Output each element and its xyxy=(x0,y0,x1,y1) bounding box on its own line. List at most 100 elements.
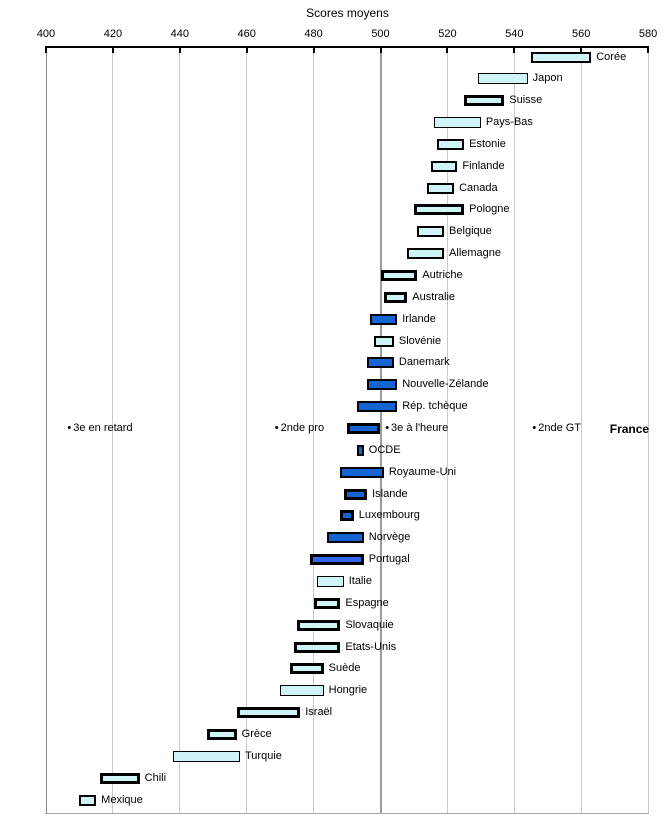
country-label-france: France xyxy=(609,421,650,436)
bar-hongrie xyxy=(280,685,324,697)
bar-norv-ge xyxy=(326,532,364,544)
country-label-ocde: OCDE xyxy=(368,443,401,456)
bar-luxembourg xyxy=(340,510,354,522)
bar-autriche xyxy=(380,270,418,282)
x-axis-tickmark xyxy=(379,48,382,53)
bar-royaume-uni xyxy=(340,466,384,478)
x-axis-tick-label: 540 xyxy=(505,28,524,40)
country-label-r-p-tch-que: Rép. tchèque xyxy=(402,400,468,413)
gridline-540 xyxy=(513,47,515,813)
x-axis-tick-label: 560 xyxy=(572,28,591,40)
x-axis-tick-label: 460 xyxy=(237,28,256,40)
gridline-440 xyxy=(179,47,181,813)
gridline-500 xyxy=(379,47,382,813)
bar-mexique xyxy=(79,794,97,806)
bullet-icon: • xyxy=(67,422,72,434)
bar-pologne xyxy=(413,204,465,216)
bar-slovaquie xyxy=(296,619,341,631)
country-label-pologne: Pologne xyxy=(469,203,510,216)
country-label-turquie: Turquie xyxy=(245,749,282,762)
bar-etats-unis xyxy=(293,641,341,653)
country-label-danemark: Danemark xyxy=(398,356,450,369)
country-label-nouvelle-z-lande: Nouvelle-Zélande xyxy=(402,378,489,391)
country-label-su-de: Suède xyxy=(328,662,361,675)
gridline-560 xyxy=(580,47,582,813)
country-label-royaume-uni: Royaume-Uni xyxy=(388,465,457,478)
x-axis-tickmark xyxy=(580,48,583,53)
country-label-slovaquie: Slovaquie xyxy=(345,618,394,631)
bar-suisse xyxy=(464,95,505,107)
country-label-mexique: Mexique xyxy=(101,793,143,806)
country-label-hongrie: Hongrie xyxy=(328,684,368,697)
gridline-420 xyxy=(112,47,114,813)
marker-2nde-pro: • 2nde pro xyxy=(275,423,324,434)
bar-espagne xyxy=(313,597,341,609)
bar-chili xyxy=(99,772,140,784)
marker-3e-l-heure: • 3e à l'heure xyxy=(385,423,448,434)
bar-estonie xyxy=(437,138,465,150)
bar-australie xyxy=(383,291,408,303)
marker-label: 2nde GT xyxy=(538,422,582,434)
x-axis-tickmark xyxy=(446,48,449,53)
country-label-finlande: Finlande xyxy=(462,159,505,172)
bullet-icon: • xyxy=(385,422,390,434)
x-axis-tick-label: 440 xyxy=(170,28,189,40)
bar-r-p-tch-que xyxy=(357,401,398,413)
country-label-pays-bas: Pays-Bas xyxy=(485,116,533,129)
country-label-slov-nie: Slovénie xyxy=(398,334,442,347)
bar-belgique xyxy=(417,226,445,238)
gridline-480 xyxy=(313,47,315,813)
gridline-400 xyxy=(45,47,47,813)
bar-france xyxy=(347,423,381,434)
country-label-australie: Australie xyxy=(412,290,456,303)
country-label-isra-l: Israël xyxy=(305,706,333,719)
country-label-estonie: Estonie xyxy=(469,137,506,150)
bar-danemark xyxy=(367,357,394,369)
x-axis-tick-label: 480 xyxy=(304,28,323,40)
country-label-italie: Italie xyxy=(348,574,372,587)
bullet-icon: • xyxy=(532,422,537,434)
x-axis-tickmark xyxy=(45,48,47,53)
marker-label: 3e à l'heure xyxy=(391,422,449,434)
country-label-etats-unis: Etats-Unis xyxy=(345,640,397,653)
country-label-suisse: Suisse xyxy=(509,94,543,107)
bar-su-de xyxy=(290,663,324,675)
bar-nouvelle-z-lande xyxy=(367,379,398,391)
bar-gr-ce xyxy=(206,728,237,740)
country-label-belgique: Belgique xyxy=(449,225,492,238)
bar-cor-e xyxy=(531,51,592,63)
bullet-icon: • xyxy=(274,422,279,434)
bar-finlande xyxy=(430,160,458,172)
x-axis-tickmark xyxy=(178,48,181,53)
x-axis-tickmark xyxy=(647,48,650,53)
country-label-norv-ge: Norvège xyxy=(368,531,411,544)
bar-canada xyxy=(427,182,455,194)
gridline-580 xyxy=(647,47,649,813)
x-axis-tickmark xyxy=(111,48,114,53)
bar-allemagne xyxy=(407,248,445,260)
bar-slov-nie xyxy=(373,335,394,347)
country-label-espagne: Espagne xyxy=(345,596,389,609)
x-axis-tick-label: 420 xyxy=(103,28,123,40)
marker-3e-en-retard: • 3e en retard xyxy=(67,423,132,434)
marker-label: 2nde pro xyxy=(280,422,325,434)
marker-2nde-gt: • 2nde GT xyxy=(532,423,581,434)
marker-label: 3e en retard xyxy=(73,422,133,434)
plot-bottom-border xyxy=(45,813,650,814)
bar-japon xyxy=(477,73,528,85)
bar-portugal xyxy=(310,554,364,566)
x-axis-tick-label: 400 xyxy=(36,28,56,40)
country-label-portugal: Portugal xyxy=(368,553,410,566)
country-label-gr-ce: Grèce xyxy=(241,727,272,740)
x-axis-tickmark xyxy=(312,48,315,53)
country-label-chili: Chili xyxy=(144,771,167,784)
bar-isra-l xyxy=(236,707,301,719)
x-axis-tick-label: 500 xyxy=(371,28,390,40)
bar-pays-bas xyxy=(434,117,481,129)
x-axis-line xyxy=(45,46,650,48)
gridline-460 xyxy=(246,47,248,813)
country-label-islande: Islande xyxy=(372,487,408,500)
country-label-cor-e: Corée xyxy=(596,50,627,63)
x-axis-tick-label: 580 xyxy=(638,28,658,40)
